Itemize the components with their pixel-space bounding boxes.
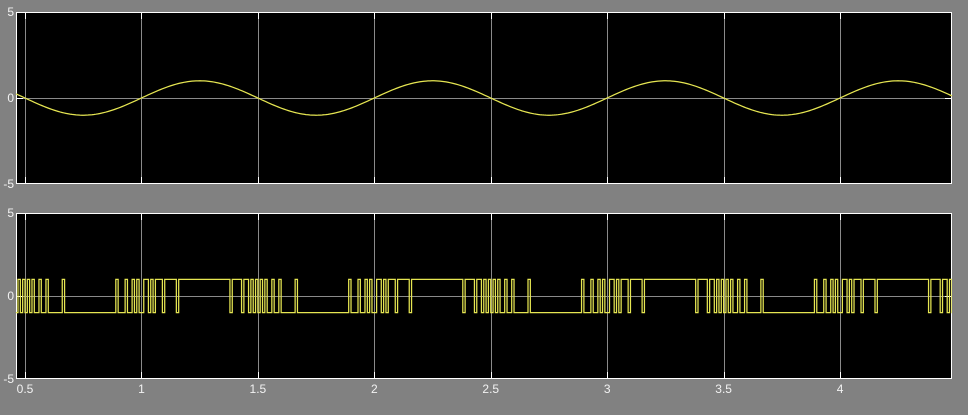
pwm-pulse-train-trace — [16, 278, 952, 314]
y-tick-label: 5 — [7, 5, 14, 19]
tick-marks — [16, 12, 952, 184]
x-tick-label: 1.5 — [249, 382, 267, 396]
x-tick-label: 1 — [138, 382, 145, 396]
x-tick-label: 3.5 — [715, 382, 732, 396]
y-tick-label: -5 — [3, 177, 14, 191]
x-tick-label: 2.5 — [482, 382, 500, 396]
pwm-plot — [16, 213, 952, 379]
axes-border — [16, 12, 952, 184]
sine-wave-trace — [16, 80, 952, 116]
grid-lines — [16, 12, 952, 184]
sine-plot-canvas — [16, 12, 952, 184]
y-tick-label: -5 — [3, 372, 14, 386]
y-tick-label: 0 — [7, 289, 14, 303]
sine-plot — [16, 12, 952, 184]
tick-marks — [16, 213, 952, 379]
y-tick-label: 5 — [7, 206, 14, 220]
x-tick-label: 0.5 — [16, 382, 34, 396]
pwm-plot-canvas — [16, 213, 952, 379]
x-tick-label: 3 — [603, 382, 611, 396]
y-tick-label: 0 — [7, 91, 14, 105]
x-tick-label: 2 — [370, 382, 378, 396]
x-tick-label: 4 — [836, 382, 844, 396]
